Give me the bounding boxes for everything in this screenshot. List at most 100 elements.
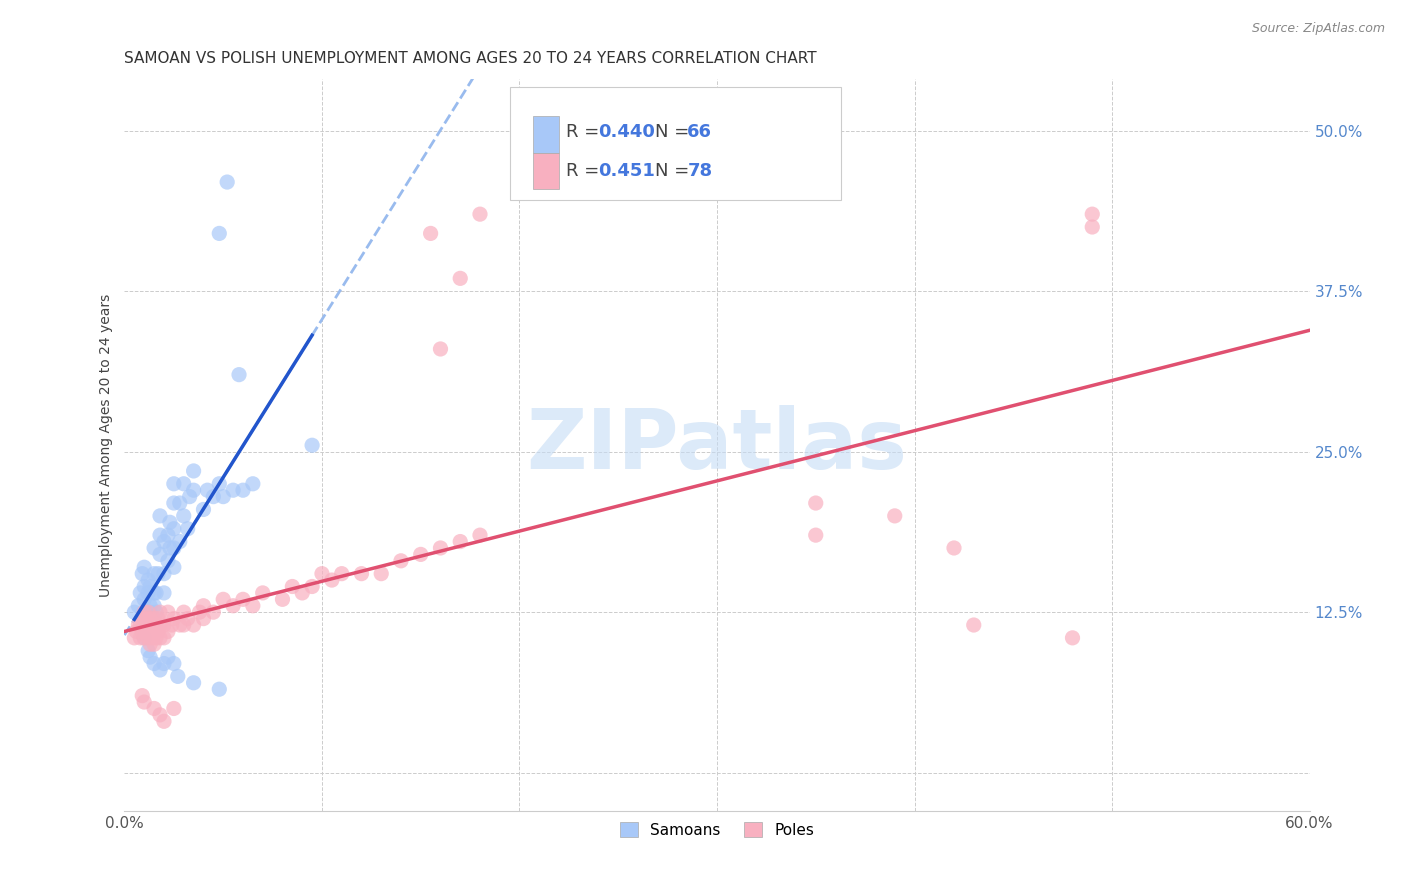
Point (350, 566, 373, 581)
Point (883, 508, 905, 523)
Point (131, 624, 153, 639)
Text: 78: 78 (688, 161, 713, 180)
Point (222, 599, 245, 613)
Point (145, 631, 167, 645)
Text: N =: N = (655, 123, 696, 141)
Point (134, 695, 156, 709)
Point (134, 580, 156, 594)
Point (149, 707, 172, 722)
Point (149, 663, 172, 677)
Text: 0.451: 0.451 (599, 161, 655, 180)
Point (163, 560, 186, 574)
Point (208, 227, 231, 241)
Point (156, 605, 179, 619)
Point (208, 682, 231, 697)
Point (127, 618, 149, 632)
Point (389, 554, 412, 568)
Point (125, 624, 148, 639)
Point (143, 611, 166, 625)
Point (159, 516, 181, 530)
Point (131, 689, 153, 703)
Point (163, 611, 186, 625)
Point (134, 611, 156, 625)
Text: 0.440: 0.440 (599, 123, 655, 141)
Text: R =: R = (567, 123, 606, 141)
Point (134, 631, 156, 645)
Point (143, 637, 166, 651)
Point (301, 438, 323, 452)
Point (153, 657, 176, 671)
Text: Source: ZipAtlas.com: Source: ZipAtlas.com (1251, 22, 1385, 36)
Point (136, 573, 159, 587)
Point (156, 528, 179, 542)
Point (124, 605, 146, 619)
Point (149, 508, 172, 523)
Point (169, 534, 191, 549)
Point (131, 566, 153, 581)
Point (188, 605, 211, 619)
Point (139, 611, 162, 625)
Point (166, 669, 188, 683)
Point (134, 605, 156, 619)
Point (232, 592, 254, 607)
Text: R =: R = (567, 161, 612, 180)
Point (139, 637, 162, 651)
Point (146, 624, 169, 639)
Point (193, 599, 215, 613)
Point (1081, 207, 1104, 221)
Point (145, 586, 167, 600)
Point (153, 714, 176, 729)
Point (135, 611, 157, 625)
Point (136, 631, 159, 645)
Point (127, 599, 149, 613)
Point (228, 368, 250, 382)
Point (963, 618, 986, 632)
Point (136, 586, 159, 600)
Point (134, 592, 156, 607)
Point (409, 548, 432, 562)
Point (429, 342, 451, 356)
Point (943, 541, 966, 555)
Point (222, 483, 245, 498)
Point (153, 618, 176, 632)
Point (197, 483, 219, 498)
Point (146, 611, 169, 625)
Point (153, 566, 176, 581)
Point (136, 605, 159, 619)
Point (141, 631, 163, 645)
Point (232, 483, 254, 498)
Point (153, 631, 176, 645)
Point (163, 476, 186, 491)
Text: ZIPatlas: ZIPatlas (526, 405, 907, 486)
Point (449, 271, 471, 285)
Text: N =: N = (655, 161, 696, 180)
Point (370, 566, 392, 581)
Point (804, 528, 827, 542)
Point (149, 631, 172, 645)
Point (143, 624, 166, 639)
Point (135, 624, 157, 639)
Point (176, 522, 198, 536)
Point (156, 624, 179, 639)
Point (139, 605, 162, 619)
Point (143, 541, 166, 555)
Point (149, 528, 172, 542)
Point (183, 618, 205, 632)
Point (143, 566, 166, 581)
Point (146, 566, 169, 581)
Point (242, 476, 264, 491)
Point (143, 701, 166, 715)
Legend: Samoans, Poles: Samoans, Poles (614, 815, 820, 844)
Point (149, 548, 172, 562)
Point (134, 618, 156, 632)
Point (134, 631, 156, 645)
Y-axis label: Unemployment Among Ages 20 to 24 years: Unemployment Among Ages 20 to 24 years (100, 293, 114, 597)
Point (141, 618, 163, 632)
Point (321, 573, 343, 587)
Point (804, 496, 827, 510)
Point (143, 657, 166, 671)
Point (193, 502, 215, 516)
Point (419, 227, 441, 241)
Point (311, 566, 333, 581)
Point (129, 631, 152, 645)
